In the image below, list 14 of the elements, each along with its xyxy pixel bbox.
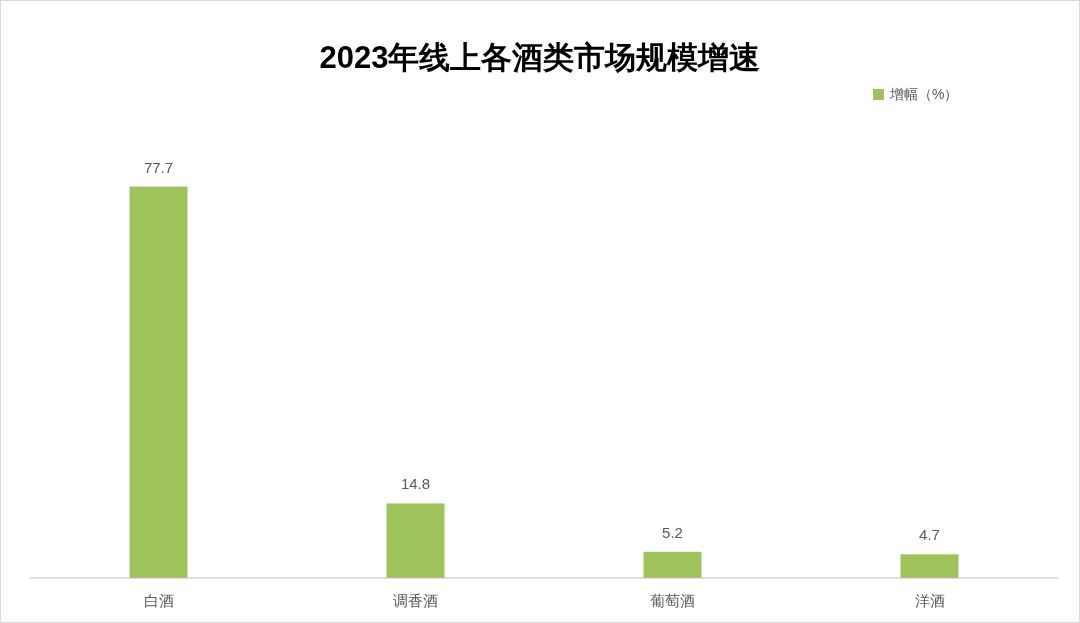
x-tick-label: 白酒	[143, 592, 174, 609]
x-tick-label: 洋酒	[914, 592, 945, 609]
data-label: 4.7	[919, 526, 940, 544]
x-tick-label: 葡萄酒	[650, 592, 695, 609]
bar	[129, 186, 188, 578]
bar	[386, 503, 445, 578]
bar	[643, 551, 702, 578]
data-label: 14.8	[400, 475, 431, 493]
legend-label: 增幅（%）	[889, 86, 959, 102]
bar	[900, 554, 959, 578]
x-tick-label: 调香酒	[393, 592, 438, 609]
chart-title: 2023年线上各酒类市场规模增速	[319, 40, 761, 75]
data-label: 5.2	[662, 523, 683, 541]
data-label: 77.7	[143, 158, 174, 176]
